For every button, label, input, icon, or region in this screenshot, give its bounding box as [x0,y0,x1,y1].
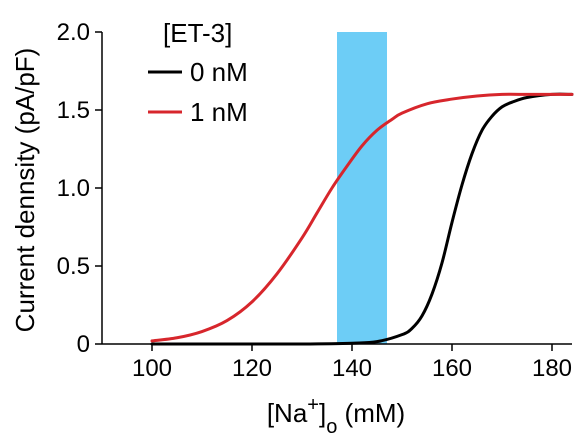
x-tick-label: 120 [232,355,272,382]
y-axis-title: Current dennsity (pA/pF) [10,48,40,333]
legend: [ET-3] 0 nM 1 nM [148,18,248,127]
x-axis-title-sup: + [307,394,319,416]
series-line-1-nm [150,92,574,343]
x-axis-title: [Na+]o (mM) [267,394,405,438]
legend-title: [ET-3] [163,18,232,48]
x-axis-title-sub: o [326,416,337,438]
legend-label-1nM: 1 nM [190,97,248,127]
x-tick-label: 180 [532,355,572,382]
x-axis-title-close: ] [319,398,326,428]
shaded-region [337,32,387,344]
y-tick-label: 1.0 [57,175,90,202]
y-tick-label: 0 [77,331,90,358]
x-tick-label: 140 [332,355,372,382]
y-tick-label: 1.5 [57,97,90,124]
plot-area: 0 0.5 1.0 1.5 2.0 100 120 140 160 180 [57,19,574,382]
x-axis-title-base: [Na [267,398,308,428]
x-axis-title-unit: (mM) [337,398,405,428]
legend-label-0nM: 0 nM [190,57,248,87]
x-tick-label: 160 [432,355,472,382]
y-tick-label: 0.5 [57,253,90,280]
x-tick-label: 100 [132,355,172,382]
series-line-0-nm [150,92,574,346]
y-tick-label: 2.0 [57,19,90,46]
